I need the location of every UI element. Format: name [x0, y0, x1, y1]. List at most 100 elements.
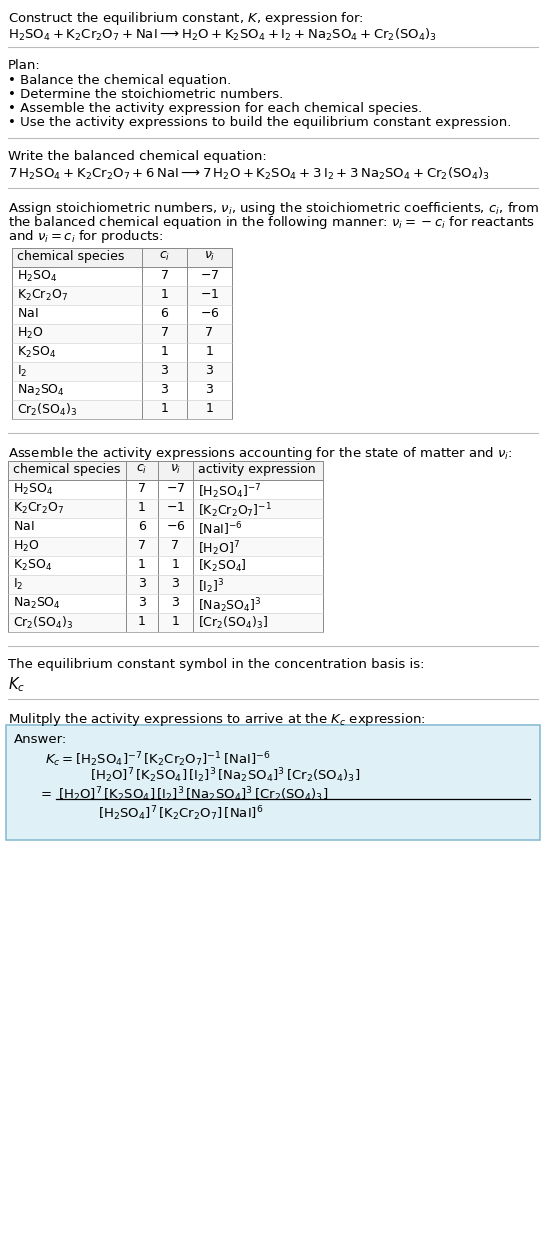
Bar	[12, 343, 232, 362]
Text: $\mathrm{H_2SO_4 + K_2Cr_2O_7 + NaI \longrightarrow H_2O + K_2SO_4 + I_2 + Na_2S: $\mathrm{H_2SO_4 + K_2Cr_2O_7 + NaI \lon…	[8, 27, 437, 43]
Bar	[12, 267, 232, 285]
Text: Write the balanced chemical equation:: Write the balanced chemical equation:	[8, 150, 267, 163]
Text: The equilibrium constant symbol in the concentration basis is:: The equilibrium constant symbol in the c…	[8, 658, 424, 671]
Text: 7: 7	[205, 326, 213, 339]
Text: chemical species: chemical species	[17, 249, 124, 263]
Bar	[12, 400, 232, 419]
Bar	[8, 556, 323, 575]
Text: Mulitply the activity expressions to arrive at the $K_c$ expression:: Mulitply the activity expressions to arr…	[8, 711, 426, 728]
Text: 6: 6	[138, 520, 146, 532]
Bar	[8, 499, 323, 517]
Text: 3: 3	[171, 577, 180, 589]
Bar	[8, 613, 323, 632]
Text: $\mathrm{NaI}$: $\mathrm{NaI}$	[17, 307, 38, 320]
Text: $[\mathrm{K_2Cr_2O_7}]^{-1}$: $[\mathrm{K_2Cr_2O_7}]^{-1}$	[198, 501, 272, 520]
Text: 3: 3	[161, 383, 168, 396]
Text: 1: 1	[138, 558, 146, 571]
Text: $\mathrm{K_2SO_4}$: $\mathrm{K_2SO_4}$	[17, 345, 56, 360]
Text: Assign stoichiometric numbers, $\nu_i$, using the stoichiometric coefficients, $: Assign stoichiometric numbers, $\nu_i$, …	[8, 200, 539, 217]
Text: $-7$: $-7$	[166, 482, 185, 495]
Text: 1: 1	[138, 501, 146, 514]
Text: $-1$: $-1$	[200, 288, 219, 302]
Text: $c_i$: $c_i$	[159, 249, 170, 263]
Text: $[\mathrm{H_2O}]^{7}\,[\mathrm{K_2SO_4}]\,[\mathrm{I_2}]^{3}\,[\mathrm{Na_2SO_4}: $[\mathrm{H_2O}]^{7}\,[\mathrm{K_2SO_4}]…	[90, 766, 360, 784]
Text: 7: 7	[138, 482, 146, 495]
Text: $\mathrm{NaI}$: $\mathrm{NaI}$	[13, 520, 34, 532]
Bar	[8, 594, 323, 613]
Text: • Use the activity expressions to build the equilibrium constant expression.: • Use the activity expressions to build …	[8, 115, 512, 129]
Bar	[12, 362, 232, 381]
Text: 7: 7	[161, 269, 169, 282]
Text: 3: 3	[205, 383, 213, 396]
Text: Construct the equilibrium constant, $K$, expression for:: Construct the equilibrium constant, $K$,…	[8, 10, 364, 27]
Text: 1: 1	[161, 345, 168, 357]
Text: $\mathrm{H_2O}$: $\mathrm{H_2O}$	[17, 326, 44, 341]
Text: $\mathrm{H_2O}$: $\mathrm{H_2O}$	[13, 539, 39, 553]
Text: $\mathrm{K_2Cr_2O_7}$: $\mathrm{K_2Cr_2O_7}$	[13, 501, 64, 516]
Text: $K_c$: $K_c$	[8, 675, 25, 694]
Bar	[6, 725, 540, 840]
Text: $\mathrm{Cr_2(SO_4)_3}$: $\mathrm{Cr_2(SO_4)_3}$	[13, 616, 74, 632]
Text: 6: 6	[161, 307, 168, 320]
Text: $\nu_i$: $\nu_i$	[204, 249, 215, 263]
Text: 7: 7	[138, 539, 146, 552]
Text: $[\mathrm{I_2}]^{3}$: $[\mathrm{I_2}]^{3}$	[198, 577, 224, 596]
Bar	[12, 324, 232, 343]
Text: $\mathrm{K_2Cr_2O_7}$: $\mathrm{K_2Cr_2O_7}$	[17, 288, 68, 303]
Text: 7: 7	[171, 539, 180, 552]
Text: $-6$: $-6$	[165, 520, 185, 532]
Text: $\mathrm{Na_2SO_4}$: $\mathrm{Na_2SO_4}$	[17, 383, 65, 398]
Text: 3: 3	[205, 364, 213, 377]
Bar	[12, 285, 232, 305]
Text: and $\nu_i = c_i$ for products:: and $\nu_i = c_i$ for products:	[8, 228, 164, 244]
Text: $\nu_i$: $\nu_i$	[170, 463, 181, 477]
Text: $[\mathrm{H_2SO_4}]^{7}\,[\mathrm{K_2Cr_2O_7}]\,[\mathrm{NaI}]^{6}$: $[\mathrm{H_2SO_4}]^{7}\,[\mathrm{K_2Cr_…	[98, 804, 264, 823]
Bar	[8, 480, 323, 499]
Text: 3: 3	[161, 364, 168, 377]
Text: 1: 1	[138, 616, 146, 628]
Text: 1: 1	[161, 288, 168, 302]
Text: $\mathrm{I_2}$: $\mathrm{I_2}$	[13, 577, 23, 592]
Text: • Assemble the activity expression for each chemical species.: • Assemble the activity expression for e…	[8, 102, 422, 115]
Text: $[\mathrm{H_2O}]^{7}\,[\mathrm{K_2SO_4}]\,[\mathrm{I_2}]^{3}\,[\mathrm{Na_2SO_4}: $[\mathrm{H_2O}]^{7}\,[\mathrm{K_2SO_4}]…	[58, 786, 328, 804]
Text: $[\mathrm{Na_2SO_4}]^{3}$: $[\mathrm{Na_2SO_4}]^{3}$	[198, 596, 262, 614]
Text: 1: 1	[205, 402, 213, 414]
Text: $[\mathrm{K_2SO_4}]$: $[\mathrm{K_2SO_4}]$	[198, 558, 247, 575]
Text: 1: 1	[171, 558, 180, 571]
Text: • Determine the stoichiometric numbers.: • Determine the stoichiometric numbers.	[8, 88, 283, 101]
Text: $\mathrm{Cr_2(SO_4)_3}$: $\mathrm{Cr_2(SO_4)_3}$	[17, 402, 78, 418]
Text: the balanced chemical equation in the following manner: $\nu_i = -c_i$ for react: the balanced chemical equation in the fo…	[8, 213, 535, 231]
Text: Plan:: Plan:	[8, 60, 41, 72]
Text: $-6$: $-6$	[200, 307, 219, 320]
Bar	[8, 575, 323, 594]
Text: Answer:: Answer:	[14, 733, 67, 746]
Text: • Balance the chemical equation.: • Balance the chemical equation.	[8, 74, 232, 87]
Text: $=$: $=$	[38, 786, 52, 799]
Text: $\mathrm{I_2}$: $\mathrm{I_2}$	[17, 364, 27, 379]
Text: 1: 1	[161, 402, 168, 414]
Text: chemical species: chemical species	[13, 463, 120, 477]
Text: 7: 7	[161, 326, 169, 339]
Text: $\mathrm{K_2SO_4}$: $\mathrm{K_2SO_4}$	[13, 558, 52, 573]
Text: $[\mathrm{NaI}]^{-6}$: $[\mathrm{NaI}]^{-6}$	[198, 520, 243, 537]
Text: $K_c = [\mathrm{H_2SO_4}]^{-7}\,[\mathrm{K_2Cr_2O_7}]^{-1}\,[\mathrm{NaI}]^{-6}$: $K_c = [\mathrm{H_2SO_4}]^{-7}\,[\mathrm…	[45, 750, 271, 768]
Text: $\mathrm{Na_2SO_4}$: $\mathrm{Na_2SO_4}$	[13, 596, 61, 611]
Text: $[\mathrm{Cr_2(SO_4)_3}]$: $[\mathrm{Cr_2(SO_4)_3}]$	[198, 616, 268, 632]
Text: $-1$: $-1$	[166, 501, 185, 514]
Bar	[12, 381, 232, 400]
Text: $\mathrm{H_2SO_4}$: $\mathrm{H_2SO_4}$	[17, 269, 57, 284]
Bar	[8, 537, 323, 556]
Text: 3: 3	[171, 596, 180, 609]
Text: activity expression: activity expression	[198, 463, 316, 477]
Text: 1: 1	[171, 616, 180, 628]
Text: 3: 3	[138, 596, 146, 609]
Bar	[12, 305, 232, 324]
Text: Assemble the activity expressions accounting for the state of matter and $\nu_i$: Assemble the activity expressions accoun…	[8, 446, 513, 462]
Text: 1: 1	[205, 345, 213, 357]
Text: $[\mathrm{H_2SO_4}]^{-7}$: $[\mathrm{H_2SO_4}]^{-7}$	[198, 482, 262, 500]
Bar	[8, 460, 323, 480]
Text: $c_i$: $c_i$	[136, 463, 147, 477]
Text: $-7$: $-7$	[200, 269, 219, 282]
Bar	[8, 517, 323, 537]
Text: $[\mathrm{H_2O}]^{7}$: $[\mathrm{H_2O}]^{7}$	[198, 539, 240, 557]
